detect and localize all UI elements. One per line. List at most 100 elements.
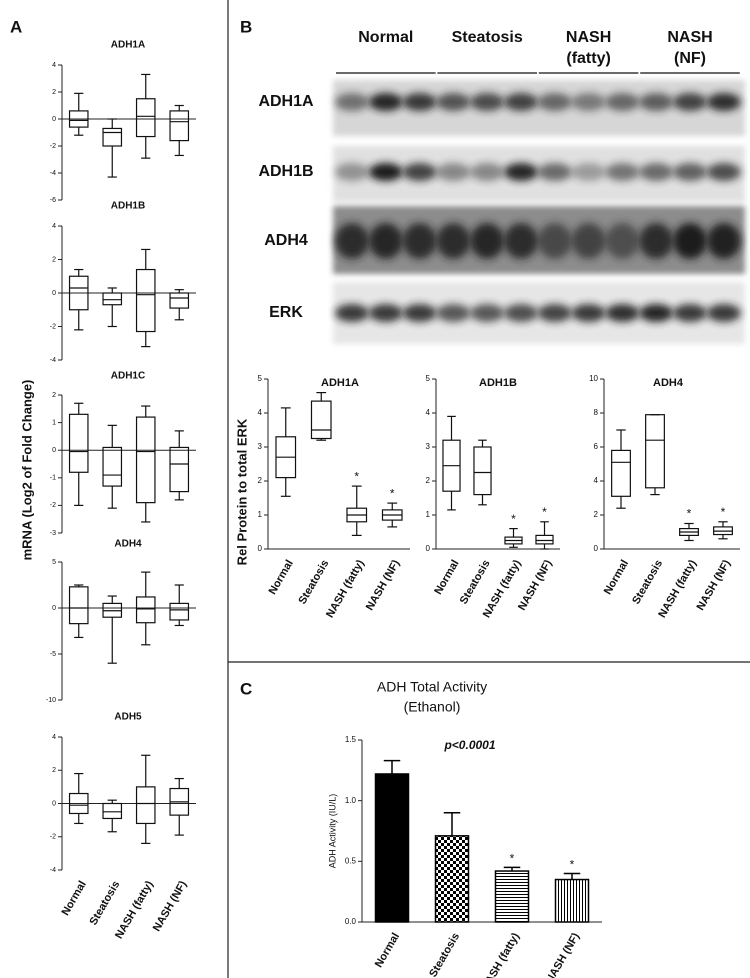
blot-band xyxy=(673,223,707,259)
blot-band xyxy=(571,304,606,322)
y-tick-label: 8 xyxy=(594,408,599,417)
x-tick-label: Steatosis xyxy=(427,931,462,978)
y-tick-label: 4 xyxy=(52,223,56,230)
blot-band xyxy=(368,304,403,322)
box xyxy=(310,400,332,440)
y-tick-label: 2 xyxy=(594,510,599,519)
blot-band xyxy=(402,223,437,259)
blot-band xyxy=(537,223,572,259)
y-tick-label: -10 xyxy=(46,697,56,704)
y-axis-label: Rel Protein to total ERK xyxy=(234,418,249,565)
y-tick-label: 4 xyxy=(258,408,263,417)
x-tick-label: NASH (NF) xyxy=(695,558,734,613)
box xyxy=(135,416,156,504)
box xyxy=(473,446,492,496)
blot-band xyxy=(706,93,741,111)
bar xyxy=(374,773,410,923)
y-tick-label: -2 xyxy=(50,323,56,330)
y-tick-label: 0 xyxy=(52,447,56,454)
y-tick-label: 1.0 xyxy=(345,796,357,805)
x-tick-label: Normal xyxy=(602,558,631,597)
blot-band xyxy=(639,163,674,181)
blot-band xyxy=(470,93,505,111)
blot-group-label: (NF) xyxy=(674,50,706,67)
blot-band xyxy=(706,304,741,322)
y-tick-label: 5 xyxy=(426,374,431,383)
blot-band xyxy=(673,93,707,111)
significance: * xyxy=(542,505,547,519)
blot-band xyxy=(368,223,403,259)
blot-band xyxy=(537,304,572,322)
blot-band xyxy=(571,223,606,259)
y-tick-label: 0 xyxy=(426,544,431,553)
y-tick-label: 3 xyxy=(426,442,431,451)
y-tick-label: 0 xyxy=(52,290,56,297)
blot-band xyxy=(470,223,505,259)
blot-group-label: NASH xyxy=(667,29,712,46)
y-tick-label: 3 xyxy=(258,442,263,451)
blot-band xyxy=(436,93,471,111)
chart-title: ADH4 xyxy=(114,539,142,550)
blot-band xyxy=(504,93,538,111)
x-tick-label: NASH (fatty) xyxy=(479,931,522,978)
y-tick-label: -1 xyxy=(50,475,56,482)
x-tick-label: NASH (NF) xyxy=(364,558,403,613)
significance: * xyxy=(390,486,395,500)
blot-band xyxy=(368,163,403,181)
y-tick-label: -4 xyxy=(50,357,56,364)
blot-band xyxy=(335,223,369,259)
x-tick-label: Normal xyxy=(373,931,402,970)
y-tick-label: 1 xyxy=(426,510,431,519)
western-blot: ADH1A ADH1B ADH4 ERK Normal Steatosis NASH (fat… xyxy=(258,29,745,344)
box xyxy=(169,446,190,493)
x-tick-label: NASH (fatty) xyxy=(324,558,367,620)
box xyxy=(645,414,665,489)
box xyxy=(68,413,89,473)
y-tick-label: 0.5 xyxy=(345,856,357,865)
box xyxy=(102,292,123,306)
y-tick-label: 1 xyxy=(52,419,56,426)
blot-band xyxy=(537,93,572,111)
x-tick-label: Normal xyxy=(267,558,296,597)
box xyxy=(68,586,89,625)
panel-label: C xyxy=(240,679,252,698)
significance: * xyxy=(570,858,575,872)
y-tick-label: 5 xyxy=(258,374,263,383)
x-tick-label: NASH (NF) xyxy=(151,879,190,934)
chart-subtitle: (Ethanol) xyxy=(404,699,461,715)
y-tick-label: 4 xyxy=(52,62,56,69)
y-tick-label: 2 xyxy=(426,476,431,485)
y-tick-label: 4 xyxy=(52,734,56,741)
blot-band xyxy=(436,304,471,322)
significance: * xyxy=(354,469,359,483)
significance: * xyxy=(687,507,692,521)
blot-row-label: ADH1B xyxy=(258,163,313,180)
box xyxy=(169,110,190,142)
box xyxy=(135,596,156,624)
box xyxy=(135,786,156,825)
y-axis-label: ADH Activity (IU/L) xyxy=(327,794,337,869)
chart-title: ADH1C xyxy=(111,371,145,382)
blot-band xyxy=(368,93,403,111)
bar xyxy=(434,835,470,923)
y-tick-label: -2 xyxy=(50,502,56,509)
x-tick-label: Steatosis xyxy=(630,558,665,606)
y-tick-label: 0 xyxy=(594,544,599,553)
blot-band xyxy=(504,163,538,181)
blot-band xyxy=(605,93,640,111)
blot-band xyxy=(402,93,437,111)
blot-band xyxy=(605,304,640,322)
x-tick-label: Steatosis xyxy=(88,879,123,927)
blot-group-label: Steatosis xyxy=(452,29,523,46)
blot-band xyxy=(706,223,741,259)
blot-band xyxy=(571,93,606,111)
box xyxy=(102,446,123,487)
blot-band xyxy=(639,93,674,111)
blot-band xyxy=(402,163,437,181)
y-tick-label: -4 xyxy=(50,867,56,874)
y-tick-label: 5 xyxy=(52,559,56,566)
blot-band xyxy=(335,163,369,181)
x-tick-label: Normal xyxy=(60,879,89,918)
blot-band xyxy=(571,163,606,181)
blot-group-label: NASH xyxy=(566,29,611,46)
